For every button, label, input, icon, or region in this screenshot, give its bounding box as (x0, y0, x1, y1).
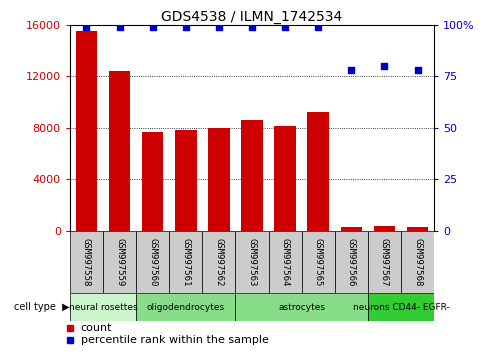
Text: GSM997564: GSM997564 (280, 238, 289, 286)
Point (182, 24, 190, 30)
Bar (368, 231, 401, 293)
Text: percentile rank within the sample: percentile rank within the sample (81, 336, 268, 346)
Point (281, 24, 289, 30)
Bar (136, 293, 236, 321)
Bar (202, 231, 236, 293)
Text: GSM997562: GSM997562 (215, 238, 224, 286)
Bar (70, 293, 136, 321)
Point (380, 63, 388, 69)
Bar (274, 126, 296, 231)
Bar (307, 112, 329, 231)
Bar (169, 231, 202, 293)
Text: GSM997563: GSM997563 (248, 238, 256, 286)
Bar (401, 231, 434, 293)
Bar (136, 231, 169, 293)
Bar (302, 231, 335, 293)
Text: oligodendrocytes: oligodendrocytes (147, 303, 225, 312)
Bar (368, 293, 434, 321)
Text: neurons CD44- EGFR-: neurons CD44- EGFR- (353, 303, 450, 312)
Bar (175, 130, 197, 231)
Bar (76, 31, 97, 231)
Bar (374, 226, 395, 231)
Point (314, 24, 322, 30)
Point (347, 67, 355, 73)
Point (215, 24, 223, 30)
Text: count: count (81, 322, 112, 333)
Text: GSM997559: GSM997559 (115, 238, 124, 286)
Text: GSM997561: GSM997561 (181, 238, 190, 286)
Text: cell type  ▶: cell type ▶ (14, 302, 70, 312)
Text: GSM997566: GSM997566 (347, 238, 356, 286)
Bar (335, 231, 368, 293)
Bar (241, 120, 263, 231)
Bar (236, 231, 268, 293)
Point (116, 24, 124, 30)
Text: GSM997565: GSM997565 (314, 238, 323, 286)
Bar (70, 231, 103, 293)
Point (414, 67, 422, 73)
Text: GSM997567: GSM997567 (380, 238, 389, 286)
Bar (341, 227, 362, 231)
Text: GSM997568: GSM997568 (413, 238, 422, 286)
Bar (236, 293, 368, 321)
Point (248, 24, 256, 30)
Title: GDS4538 / ILMN_1742534: GDS4538 / ILMN_1742534 (161, 10, 343, 24)
Text: astrocytes: astrocytes (278, 303, 325, 312)
Point (82, 24, 90, 30)
Bar (208, 128, 230, 231)
Bar (407, 227, 428, 231)
Text: GSM997558: GSM997558 (82, 238, 91, 286)
Text: GSM997560: GSM997560 (148, 238, 157, 286)
Bar (103, 231, 136, 293)
Bar (142, 132, 163, 231)
Bar (268, 231, 302, 293)
Text: neural rosettes: neural rosettes (69, 303, 137, 312)
Bar (109, 71, 130, 231)
Point (149, 24, 157, 30)
